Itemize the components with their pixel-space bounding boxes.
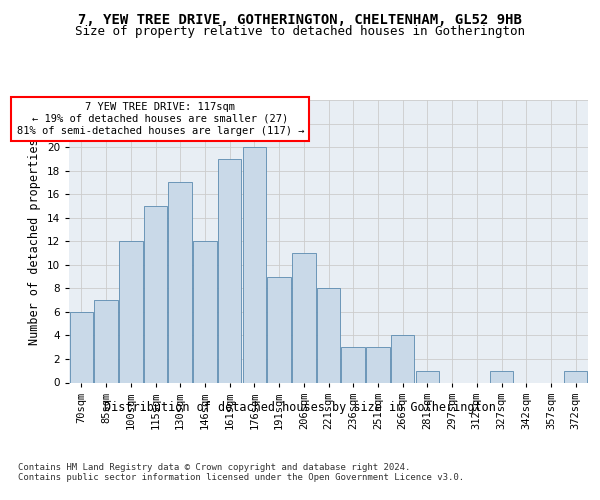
Text: Contains HM Land Registry data © Crown copyright and database right 2024.
Contai: Contains HM Land Registry data © Crown c… bbox=[18, 462, 464, 482]
Y-axis label: Number of detached properties: Number of detached properties bbox=[28, 138, 41, 344]
Bar bbox=[94, 300, 118, 382]
Bar bbox=[292, 253, 316, 382]
Bar bbox=[564, 370, 587, 382]
Bar bbox=[317, 288, 340, 382]
Bar bbox=[144, 206, 167, 382]
Bar bbox=[242, 147, 266, 382]
Text: Distribution of detached houses by size in Gotherington: Distribution of detached houses by size … bbox=[104, 401, 496, 414]
Bar bbox=[366, 347, 389, 382]
Bar bbox=[391, 336, 415, 382]
Bar bbox=[70, 312, 93, 382]
Text: Size of property relative to detached houses in Gotherington: Size of property relative to detached ho… bbox=[75, 25, 525, 38]
Bar bbox=[119, 242, 143, 382]
Bar bbox=[268, 276, 291, 382]
Bar bbox=[490, 370, 513, 382]
Text: 7 YEW TREE DRIVE: 117sqm
← 19% of detached houses are smaller (27)
81% of semi-d: 7 YEW TREE DRIVE: 117sqm ← 19% of detach… bbox=[17, 102, 304, 136]
Bar bbox=[416, 370, 439, 382]
Bar bbox=[218, 159, 241, 382]
Text: 7, YEW TREE DRIVE, GOTHERINGTON, CHELTENHAM, GL52 9HB: 7, YEW TREE DRIVE, GOTHERINGTON, CHELTEN… bbox=[78, 12, 522, 26]
Bar bbox=[193, 242, 217, 382]
Bar bbox=[169, 182, 192, 382]
Bar bbox=[341, 347, 365, 382]
